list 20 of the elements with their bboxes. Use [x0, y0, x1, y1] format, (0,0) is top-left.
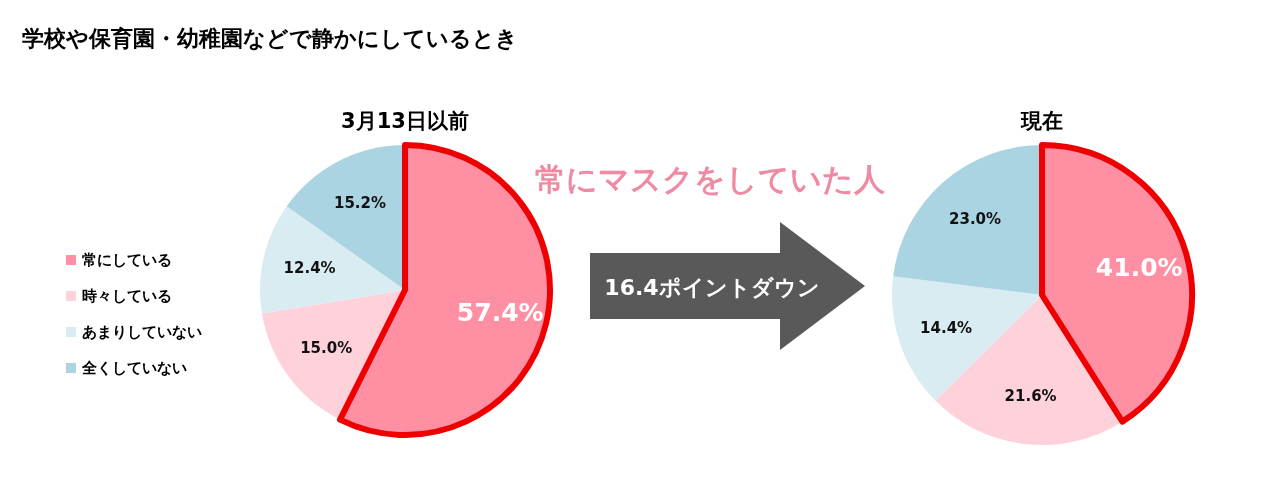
legend-label: 全くしていない [81, 359, 187, 378]
data-label: 21.6% [1004, 386, 1057, 405]
legend-label: 時々している [82, 287, 172, 306]
chart-title: 現在 [1020, 109, 1063, 133]
text: 常にマスクをしていた人 [535, 161, 886, 197]
data-label: 41.0% [1095, 252, 1183, 282]
data-label: 15.2% [334, 194, 387, 213]
data-label: 14.4% [920, 318, 973, 337]
legend-label: あまりしていない [82, 323, 202, 342]
text: 16.4ポイントダウン [604, 274, 820, 300]
text: 学校や保育園・幼稚園などで静かにしているとき [22, 26, 518, 51]
data-label: 15.0% [300, 339, 353, 358]
pie-slice [893, 145, 1042, 295]
pie-slice [260, 206, 405, 314]
legend-label: 常にしている [82, 251, 172, 270]
pie-slice [286, 145, 405, 290]
data-label: 57.4% [456, 298, 544, 328]
chart-title: 3月13日以前 [341, 109, 469, 133]
data-label: 12.4% [283, 259, 336, 278]
data-label: 23.0% [949, 210, 1002, 229]
